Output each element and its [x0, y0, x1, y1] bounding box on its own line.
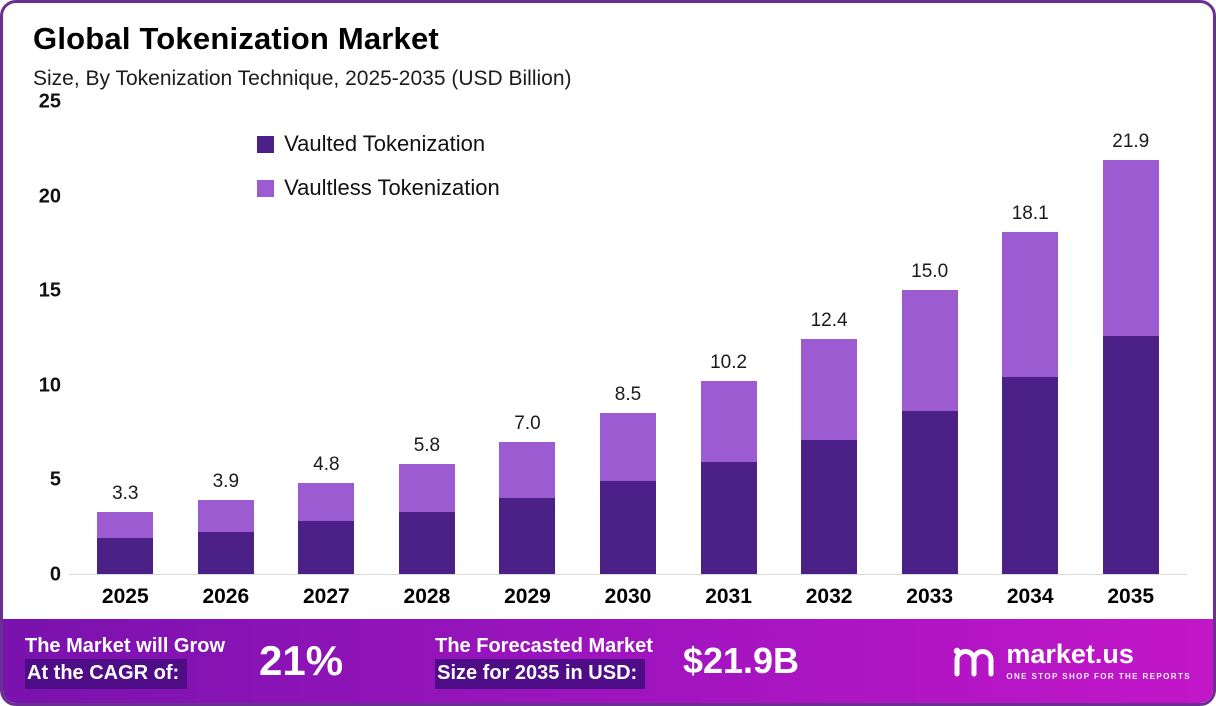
y-axis: 0 5 10 15 20 25: [21, 91, 69, 586]
bar-total-label: 12.4: [810, 310, 848, 332]
y-tick-label: 0: [49, 563, 61, 586]
bar-segment-vaulted: [1002, 377, 1059, 574]
legend-swatch: [257, 179, 275, 197]
legend-item-vaultless: Vaultless Tokenization: [257, 175, 500, 201]
bar-group: 12.4: [779, 101, 880, 574]
x-axis-label: 2027: [303, 585, 350, 608]
bar-segment-vaultless: [1102, 159, 1159, 336]
marketus-logo: market.us ONE STOP SHOP FOR THE REPORTS: [950, 638, 1191, 684]
logo-text: market.us ONE STOP SHOP FOR THE REPORTS: [1006, 639, 1191, 682]
bar-total-label: 4.8: [313, 454, 340, 476]
bar-segment-vaultless: [901, 290, 958, 412]
bar-segment-vaulted: [801, 439, 858, 574]
chart-row: 0 5 10 15 20 25 3.3 3.9 4.8 5.8 7.0 8.5 10.2 12.4 15.…: [21, 91, 1187, 586]
footer-banner: The Market will Grow At the CAGR of: 21%…: [3, 619, 1213, 703]
bar-group: 7.0: [477, 101, 578, 574]
legend-swatch: [257, 135, 275, 153]
page-title: Global Tokenization Market: [33, 21, 439, 56]
chart-header: Global Tokenization Market Size, By Toke…: [3, 3, 1213, 95]
bar-segment-vaultless: [1002, 231, 1059, 378]
x-axis-label: 2031: [705, 585, 752, 608]
bar-group: 21.9: [1080, 101, 1181, 574]
cagr-label: The Market will Grow At the CAGR of:: [25, 634, 225, 689]
chart-subtitle: Size, By Tokenization Technique, 2025-20…: [33, 67, 572, 90]
bar-group: 8.5: [578, 101, 679, 574]
bar-group: 18.1: [980, 101, 1081, 574]
bar-total-label: 5.8: [413, 435, 441, 457]
plot-area: 3.3 3.9 4.8 5.8 7.0 8.5 10.2 12.4 15.0 18.1 21.9: [69, 101, 1187, 575]
chart-section: Vaulted Tokenization Vaultless Tokenizat…: [3, 91, 1213, 619]
x-axis-label: 2028: [403, 585, 451, 608]
bar-total-label: 18.1: [1011, 202, 1049, 224]
bar-segment-vaulted: [700, 462, 757, 574]
chart-legend: Vaulted Tokenization Vaultless Tokenizat…: [257, 131, 500, 219]
bar-segment-vaultless: [298, 483, 355, 522]
y-tick-label: 5: [49, 468, 61, 491]
bar-segment-vaulted: [398, 511, 455, 574]
bar-segment-vaultless: [197, 500, 254, 533]
bar-group: 3.9: [176, 101, 277, 574]
brand-name: market.us: [1006, 639, 1134, 669]
bar-group: 3.3: [75, 101, 176, 574]
bar-segment-vaultless: [801, 339, 858, 440]
forecast-label-line2: Size for 2035 in USD:: [435, 658, 646, 689]
bar-total-label: 7.0: [514, 412, 541, 434]
brand-tagline: ONE STOP SHOP FOR THE REPORTS: [1006, 672, 1191, 681]
x-axis-labels: 2025 2026 2027 2028 2029 2030 2031 2032 2033 2034…: [69, 575, 1187, 619]
cagr-label-line2: At the CAGR of:: [25, 658, 188, 689]
forecast-value: $21.9B: [682, 640, 800, 681]
y-tick-label: 20: [38, 185, 61, 208]
x-axis-label: 2032: [805, 585, 853, 608]
plot-wrap: 3.3 3.9 4.8 5.8 7.0 8.5 10.2 12.4 15.0 18.1 21.9: [69, 101, 1187, 575]
bar-segment-vaulted: [97, 538, 154, 574]
bar-segment-vaulted: [600, 481, 656, 574]
bar-total-label: 21.9: [1112, 130, 1150, 152]
bar-group: 10.2: [678, 101, 779, 574]
forecast-label-line1: The Forecasted Market: [435, 634, 653, 657]
x-axis-label: 2033: [906, 585, 953, 608]
y-tick-label: 25: [38, 90, 61, 113]
bar-total-label: 10.2: [710, 352, 748, 374]
bar-segment-vaulted: [901, 411, 958, 574]
bar-total-label: 3.3: [112, 482, 139, 504]
bar-group: 4.8: [276, 101, 377, 574]
bar-group: 5.8: [377, 101, 478, 574]
y-tick-label: 15: [38, 279, 61, 302]
bar-group: 15.0: [879, 101, 980, 574]
y-tick-label: 10: [38, 374, 61, 397]
x-axis-label: 2034: [1006, 585, 1054, 608]
forecast-label: The Forecasted Market Size for 2035 in U…: [435, 634, 653, 689]
bar-segment-vaultless: [700, 381, 757, 463]
bar-total-label: 3.9: [212, 471, 240, 493]
cagr-value: 21%: [259, 637, 344, 684]
bar-total-label: 15.0: [911, 261, 949, 283]
x-axis-label: 2026: [202, 585, 250, 608]
x-axis-label: 2025: [101, 585, 149, 608]
x-axis-label: 2035: [1107, 585, 1155, 608]
bar-segment-vaultless: [398, 464, 455, 512]
bar-segment-vaultless: [97, 511, 154, 539]
legend-label: Vaulted Tokenization: [284, 131, 486, 156]
x-axis-label: 2029: [504, 585, 551, 608]
bar-segment-vaultless: [499, 441, 556, 499]
marketus-logo-icon: [954, 647, 994, 677]
bar-segment-vaultless: [600, 413, 656, 482]
x-axis-label: 2030: [604, 585, 652, 608]
bar-total-label: 8.5: [614, 384, 642, 406]
bar-segment-vaulted: [298, 521, 355, 574]
legend-item-vaulted: Vaulted Tokenization: [257, 131, 500, 157]
cagr-label-line1: The Market will Grow: [25, 634, 226, 657]
bar-segment-vaulted: [197, 532, 254, 574]
legend-label: Vaultless Tokenization: [284, 175, 500, 200]
bar-segment-vaulted: [1102, 335, 1159, 574]
bar-segment-vaulted: [499, 498, 556, 574]
